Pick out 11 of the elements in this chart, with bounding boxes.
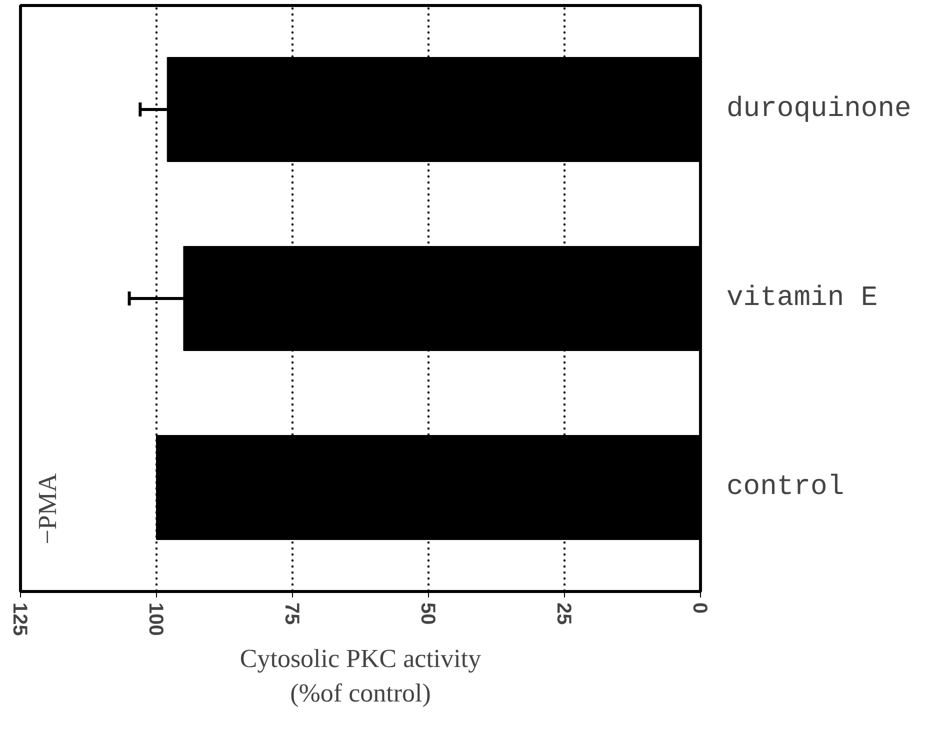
x-tick-label: 125 [8,602,30,636]
x-tick-label: 50 [416,602,438,625]
annotation: −PMA [33,473,62,544]
x-tick-label: 25 [552,602,574,625]
x-tick-label: 0 [688,602,710,614]
x-tick-label: 100 [144,602,166,636]
y-tick-label: control [726,472,844,504]
x-axis-title: Cytosolic PKC activity (%of control) [240,644,482,708]
y-tick-label: vitamin E [726,283,878,314]
x-tick-label: 75 [280,602,302,625]
y-tick-label: duroquinone [726,94,912,125]
